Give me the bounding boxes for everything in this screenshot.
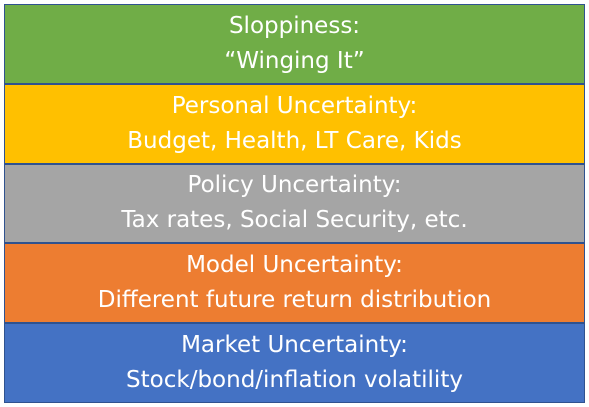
layer-title: Personal Uncertainty:	[171, 92, 418, 119]
layer-subtitle: Budget, Health, LT Care, Kids	[127, 127, 462, 154]
layer-model-uncertainty: Model Uncertainty: Different future retu…	[4, 243, 585, 324]
layer-title: Model Uncertainty:	[186, 252, 403, 279]
layer-title: Market Uncertainty:	[181, 332, 408, 359]
layer-subtitle: Different future return distribution	[97, 287, 492, 314]
layer-subtitle: “Winging It”	[224, 47, 365, 74]
layer-policy-uncertainty: Policy Uncertainty: Tax rates, Social Se…	[4, 163, 585, 244]
layer-title: Policy Uncertainty:	[187, 172, 402, 199]
uncertainty-stack-diagram: Sloppiness: “Winging It” Personal Uncert…	[4, 4, 585, 403]
layer-sloppiness: Sloppiness: “Winging It”	[4, 4, 585, 84]
layer-subtitle: Tax rates, Social Security, etc.	[121, 207, 468, 234]
layer-subtitle: Stock/bond/inflation volatility	[126, 367, 463, 394]
layer-personal-uncertainty: Personal Uncertainty: Budget, Health, LT…	[4, 83, 585, 164]
layer-title: Sloppiness:	[228, 12, 361, 39]
layer-market-uncertainty: Market Uncertainty: Stock/bond/inflation…	[4, 323, 585, 403]
